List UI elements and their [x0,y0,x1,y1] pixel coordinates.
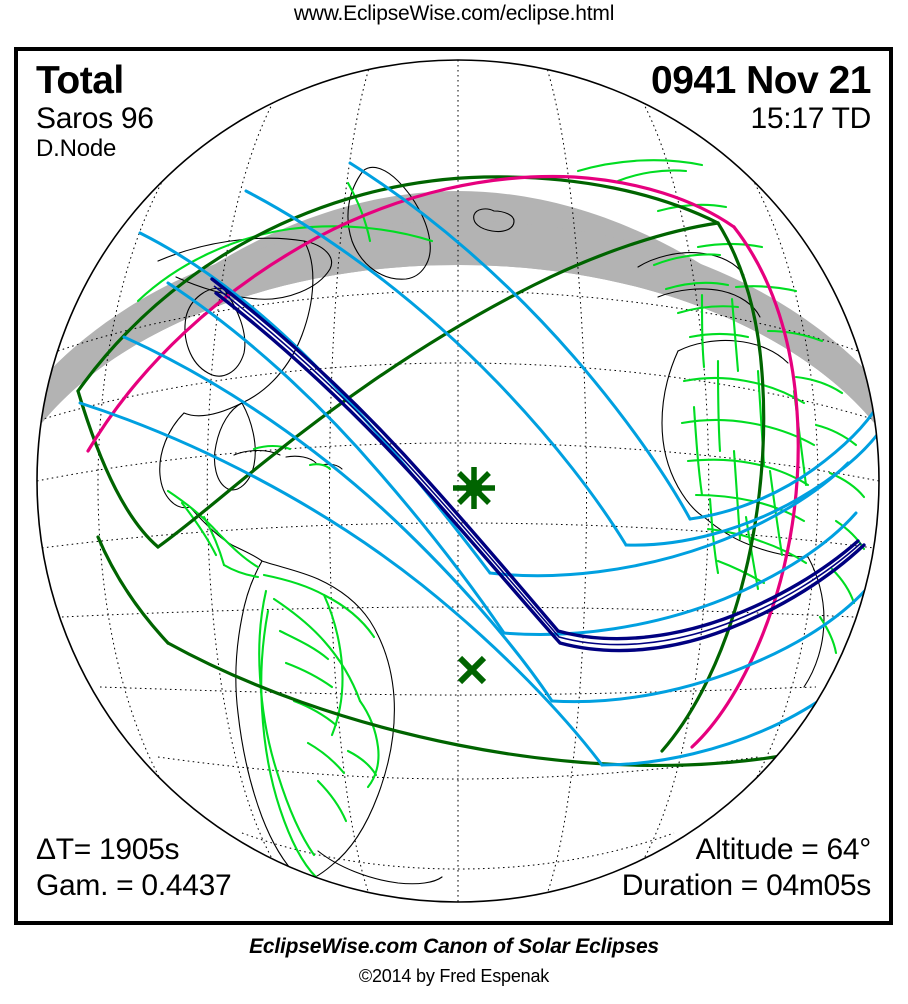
coastlines [157,166,825,902]
totality-path [210,277,866,653]
top-right-labels: 0941 Nov 21 15:17 TD [651,59,872,137]
gamma-label: Gam. = 0.4437 [36,869,232,902]
penumbral-limit-curves [76,175,870,768]
delta-t-label: ΔT= 1905s [36,833,180,866]
duration-label: Duration = 04m05s [621,869,872,902]
orthographic-globe [36,59,880,903]
globe-outline [36,59,880,903]
altitude-label: Altitude = 64° [695,833,872,866]
central-line [213,285,862,646]
magnitude-curves [78,161,879,767]
globe-graphic [18,51,889,921]
map-frame: Total Saros 96 D.Node 0941 Nov 21 15:17 … [14,47,893,925]
graticule-parallels [37,290,879,870]
asterisk-marker [453,467,495,509]
asterisk-marker-core [465,479,483,497]
top-left-labels: Total Saros 96 D.Node [36,61,154,161]
bottom-left-labels: ΔT= 1905s Gam. = 0.4437 [36,833,232,907]
x-marker [457,655,487,685]
eclipse-date-label: 0941 Nov 21 [651,59,872,102]
graticule-meridians [37,60,879,902]
node-label: D.Node [36,135,117,162]
eclipse-type-label: Total [36,59,124,102]
eclipse-time-label: 15:17 TD [750,102,872,135]
saros-label: Saros 96 [36,102,154,135]
bottom-right-labels: Altitude = 64° Duration = 04m05s [621,833,872,907]
footer-credit: ©2014 by Fred Espenak [358,966,550,986]
globe-disc [37,60,879,902]
source-url: www.EclipseWise.com/eclipse.html [293,2,615,25]
sunrise-sunset-curve [86,174,800,749]
political-borders [136,159,866,879]
footer-title: EclipseWise.com Canon of Solar Eclipses [249,935,659,958]
